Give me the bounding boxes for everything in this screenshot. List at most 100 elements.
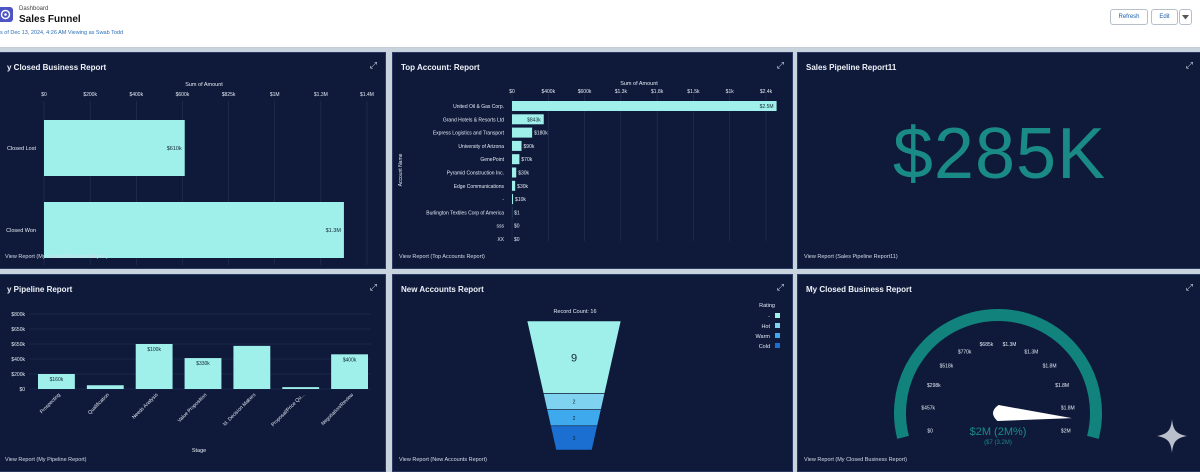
- legend-label: Hot: [761, 324, 770, 330]
- bar: [512, 194, 513, 204]
- category-label: GenePoint: [480, 157, 504, 163]
- axis-title: Sum of Amount: [620, 81, 658, 87]
- pipeline-panel: y Pipeline Report ⤢ $0$200k$400k$650k$65…: [0, 274, 386, 472]
- gauge-value-label: $2M (2M%): [970, 426, 1027, 438]
- legend-label: -: [768, 314, 770, 320]
- y-axis-label: Account Name: [398, 153, 404, 186]
- view-report-link[interactable]: View Report (Sales Pipeline Report11): [804, 254, 898, 260]
- view-report-link[interactable]: View Report (Top Accounts Report): [399, 254, 485, 260]
- gauge-tick-label: $770k: [958, 349, 972, 355]
- tick-label: $1.4M: [360, 92, 374, 98]
- tick-label: $1.8k: [651, 89, 664, 95]
- more-actions-button[interactable]: [1179, 9, 1192, 25]
- bar-value-label: $610k: [167, 146, 182, 152]
- legend-label: Warm: [756, 334, 771, 340]
- gauge-tick-label: $1.3M: [1003, 342, 1017, 348]
- bar-value-label: $400k: [343, 357, 357, 363]
- bar-value-label: $160k: [50, 377, 64, 383]
- bar-value-label: $70k: [521, 157, 532, 163]
- bar-value-label: $30k: [518, 171, 529, 177]
- tick-label: $0: [509, 89, 515, 95]
- gauge-tick-label: $457k: [921, 405, 935, 411]
- bar-value-label: $30k: [517, 184, 528, 190]
- sparkle-icon: [1157, 419, 1187, 453]
- segment-value-label: 2: [573, 416, 576, 422]
- view-report-link[interactable]: View Report (My Closed Business Report): [804, 457, 907, 463]
- closed-business-gauge-chart: $0$457k$298k$518k$770k$685k$1.3M$1.3M$1.…: [798, 295, 1200, 465]
- view-report-link[interactable]: View Report (My Pipeline Report): [5, 457, 87, 463]
- tick-label: $0: [41, 92, 47, 98]
- tick-label: $825k: [222, 92, 236, 98]
- gauge-tick-label: $1.8M: [1055, 383, 1069, 389]
- category-label: Express Logistics and Transport: [433, 131, 505, 137]
- legend-title: Rating: [759, 303, 775, 309]
- panel-title: New Accounts Report: [401, 285, 484, 294]
- pipeline-11-panel: Sales Pipeline Report11 ⤢ $285K View Rep…: [797, 52, 1200, 269]
- bar: [87, 385, 124, 389]
- chart-title: Record Count: 16: [553, 309, 596, 315]
- panel-title: Top Account: Report: [401, 63, 480, 72]
- bar: [282, 387, 319, 389]
- bar-value-label: $10k: [515, 197, 526, 203]
- tick-label: $400k: [129, 92, 143, 98]
- bar: [44, 120, 185, 176]
- legend-swatch: [775, 323, 780, 328]
- bar: [512, 141, 522, 151]
- expand-icon[interactable]: ⤢: [370, 282, 377, 293]
- bar-value-label: $843k: [527, 117, 541, 123]
- tick-label: $650k: [11, 342, 25, 348]
- tick-label: $1.3k: [615, 89, 628, 95]
- panel-title: Sales Pipeline Report11: [806, 63, 896, 72]
- bar-value-label: $1: [514, 210, 520, 216]
- dashboard-kicker: Dashboard: [19, 6, 48, 12]
- tick-label: $400k: [541, 89, 555, 95]
- gauge-tick-label: $2M: [1061, 428, 1071, 434]
- panel-title: y Pipeline Report: [7, 285, 72, 294]
- tick-label: $1M: [270, 92, 280, 98]
- tick-label: $650k: [11, 327, 25, 333]
- expand-icon[interactable]: ⤢: [777, 60, 784, 71]
- category-label: Qualification: [87, 392, 111, 416]
- tick-label: $1.3M: [314, 92, 328, 98]
- gauge-tick-label: $1.8M: [1043, 364, 1057, 370]
- segment-value-label: 9: [571, 352, 577, 364]
- gauge-tick-label: $685k: [980, 342, 994, 348]
- top-accounts-panel: Top Account: Report ⤢ Sum of Amount Accou…: [392, 52, 793, 269]
- tick-label: $1k: [726, 89, 735, 95]
- bar-value-label: $330k: [196, 361, 210, 367]
- category-label: Proposal/Price Qu...: [270, 392, 306, 428]
- bar-value-label: $100k: [147, 347, 161, 353]
- bar: [512, 154, 519, 164]
- bar: [44, 202, 344, 258]
- bar: [512, 101, 777, 111]
- gauge-tick-label: $0: [927, 428, 933, 434]
- bar: [512, 128, 532, 138]
- segment-value-label: 3: [573, 436, 576, 442]
- bar-value-label: $90k: [524, 144, 535, 150]
- category-label: Negotiation/Review: [320, 392, 355, 427]
- view-report-link[interactable]: View Report (New Accounts Report): [399, 457, 487, 463]
- closed-business-gauge-panel: My Closed Business Report ⤢ $0$457k$298k…: [797, 274, 1200, 472]
- category-label: Closed Lost: [7, 146, 37, 152]
- view-report-link[interactable]: View Report (My Closed Business Report): [5, 254, 108, 260]
- bar: [512, 181, 515, 191]
- expand-icon[interactable]: ⤢: [1186, 282, 1193, 293]
- category-label: Pyramid Construction Inc.: [447, 171, 504, 177]
- category-label: -: [502, 197, 504, 203]
- panel-title: My Closed Business Report: [806, 285, 912, 294]
- gauge-tick-label: $1.3M: [1024, 349, 1038, 355]
- tick-label: $800k: [11, 312, 25, 318]
- expand-icon[interactable]: ⤢: [1186, 60, 1193, 71]
- category-label: Value Proposition: [177, 392, 209, 424]
- tick-label: $200k: [83, 92, 97, 98]
- dashboard-timestamp: s of Dec 13, 2024, 4:26 AM Viewing as Sw…: [0, 30, 123, 36]
- edit-button[interactable]: Edit: [1151, 9, 1178, 25]
- expand-icon[interactable]: ⤢: [370, 60, 377, 71]
- tick-label: $200k: [11, 372, 25, 378]
- page-title: Sales Funnel: [19, 14, 81, 25]
- refresh-button[interactable]: Refresh: [1110, 9, 1148, 25]
- expand-icon[interactable]: ⤢: [777, 282, 784, 293]
- axis-title: Sum of Amount: [185, 82, 223, 88]
- chevron-down-icon: [1182, 15, 1189, 20]
